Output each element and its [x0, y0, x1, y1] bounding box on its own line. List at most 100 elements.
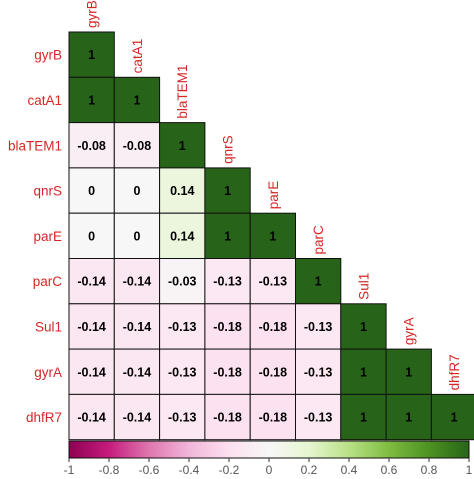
- cell-value-dhfR7-qnrS: -0.18: [213, 411, 242, 425]
- heatmap-cell-parE-qnrS: [204, 212, 251, 259]
- row-label-catA1: catA1: [27, 93, 62, 108]
- cell-value-qnrS-blaTEM1: 0.14: [170, 184, 194, 198]
- cell-value-Sul1-Sul1: 1: [360, 320, 367, 334]
- cell-value-qnrS-catA1: 0: [133, 184, 140, 198]
- heatmap-cell-qnrS-qnrS: [204, 167, 251, 214]
- heatmap-cell-dhfR7-parE: [249, 393, 296, 441]
- colorbar-tick-label-3: -0.4: [179, 463, 200, 474]
- cell-value-Sul1-qnrS: -0.18: [213, 320, 242, 334]
- cell-value-gyrA-parE: -0.18: [259, 365, 288, 379]
- heatmap-cell-blaTEM1-blaTEM1: [159, 122, 206, 169]
- colorbar-gradient: [68, 440, 470, 459]
- cell-value-parE-gyrB: 0: [88, 229, 95, 243]
- row-label-gyrB: gyrB: [34, 48, 62, 63]
- cell-value-Sul1-blaTEM1: -0.13: [168, 320, 197, 334]
- cell-value-qnrS-gyrB: 0: [88, 184, 95, 198]
- heatmap-cell-dhfR7-dhfR7: [430, 393, 474, 441]
- cell-value-gyrA-blaTEM1: -0.13: [168, 365, 197, 379]
- row-label-qnrS: qnrS: [33, 184, 62, 199]
- cell-value-dhfR7-gyrA: 1: [405, 411, 412, 425]
- cell-value-parC-qnrS: -0.13: [213, 275, 242, 289]
- heatmap-cell-parC-catA1: [113, 258, 161, 305]
- cell-value-Sul1-parC: -0.13: [304, 320, 333, 334]
- cell-value-parE-qnrS: 1: [224, 229, 231, 243]
- cell-value-dhfR7-parE: -0.18: [259, 411, 288, 425]
- heatmap-cell-gyrA-blaTEM1: [159, 348, 206, 395]
- heatmap-cell-dhfR7-Sul1: [340, 393, 387, 441]
- cell-value-parC-gyrB: -0.14: [77, 275, 106, 289]
- row-label-blaTEM1: blaTEM1: [8, 138, 62, 153]
- cell-value-blaTEM1-catA1: -0.08: [123, 139, 152, 153]
- cell-value-gyrA-catA1: -0.14: [123, 365, 152, 379]
- heatmap-cell-parC-blaTEM1: [159, 258, 206, 305]
- heatmap-cell-parC-gyrB: [68, 258, 115, 305]
- cell-value-parC-parE: -0.13: [259, 275, 288, 289]
- colorbar-tick-label-9: 0.8: [421, 463, 438, 474]
- cell-value-gyrA-Sul1: 1: [360, 365, 367, 379]
- heatmap-cell-Sul1-Sul1: [340, 303, 387, 350]
- colorbar: -1 -0.8 -0.6 -0.4 -0.2 0 0.2 0.4 0.6 0.8 1: [64, 440, 473, 477]
- cell-value-parC-blaTEM1: -0.03: [168, 275, 197, 289]
- colorbar-tick-label-2: -0.6: [139, 463, 160, 474]
- row-label-gyrA: gyrA: [34, 365, 62, 380]
- heatmap-cell-parC-parC: [295, 258, 342, 305]
- cell-value-Sul1-catA1: -0.14: [123, 320, 152, 334]
- cell-value-dhfR7-Sul1: 1: [360, 411, 367, 425]
- heatmap-cell-gyrA-gyrB: [68, 348, 115, 395]
- cell-value-catA1-gyrB: 1: [88, 93, 95, 107]
- heatmap-cell-Sul1-parC: [295, 303, 342, 350]
- cell-value-dhfR7-catA1: -0.14: [123, 411, 152, 425]
- cell-value-dhfR7-blaTEM1: -0.13: [168, 411, 197, 425]
- column-label-Sul1: Sul1: [356, 273, 371, 300]
- heatmap-cell-dhfR7-blaTEM1: [159, 393, 206, 441]
- row-label-parC: parC: [33, 274, 63, 289]
- colorbar-tick-label-0: -1: [64, 463, 75, 474]
- heatmap-cell-Sul1-gyrB: [68, 303, 115, 350]
- cell-value-gyrA-gyrB: -0.14: [77, 365, 106, 379]
- heatmap-cell-dhfR7-catA1: [113, 393, 161, 441]
- cell-value-gyrA-qnrS: -0.18: [213, 365, 242, 379]
- heatmap-cell-parC-qnrS: [204, 258, 251, 305]
- row-label-Sul1: Sul1: [35, 319, 62, 334]
- cell-value-gyrA-parC: -0.13: [304, 365, 333, 379]
- cell-value-qnrS-qnrS: 1: [224, 184, 231, 198]
- colorbar-tick-label-10: 1: [466, 463, 473, 474]
- column-label-dhfR7: dhfR7: [447, 354, 462, 390]
- cell-value-blaTEM1-blaTEM1: 1: [179, 139, 186, 153]
- heatmap-cell-dhfR7-parC: [295, 393, 342, 441]
- cell-value-parC-parC: 1: [315, 275, 322, 289]
- row-label-parE: parE: [33, 229, 62, 244]
- column-label-catA1: catA1: [130, 39, 145, 74]
- heatmap-cell-parE-catA1: [113, 212, 161, 259]
- cell-value-catA1-catA1: 1: [133, 93, 140, 107]
- cell-value-parE-catA1: 0: [133, 229, 140, 243]
- cell-value-parE-blaTEM1: 0.14: [170, 229, 194, 243]
- cell-value-dhfR7-gyrB: -0.14: [77, 411, 106, 425]
- cell-value-parE-parE: 1: [269, 229, 276, 243]
- cell-value-gyrA-gyrA: 1: [405, 365, 412, 379]
- row-labels: gyrB catA1 blaTEM1 qnrS parE parC Sul1 gyrA dhfR…: [8, 48, 62, 425]
- cell-value-parC-catA1: -0.14: [123, 275, 152, 289]
- heatmap-cell-gyrA-gyrA: [385, 348, 432, 395]
- cell-value-gyrB-gyrB: 1: [88, 48, 95, 62]
- column-label-gyrA: gyrA: [402, 317, 417, 345]
- column-label-qnrS: qnrS: [221, 135, 236, 164]
- column-label-gyrB: gyrB: [85, 0, 100, 28]
- colorbar-tick-label-7: 0.4: [341, 463, 358, 474]
- cell-value-dhfR7-dhfR7: 1: [451, 411, 458, 425]
- heatmap-cell-dhfR7-gyrB: [68, 393, 115, 441]
- column-label-blaTEM1: blaTEM1: [175, 65, 190, 119]
- heatmap-cells: 1 1 1 -0.08 -0.08 1 0 0 0.14 1 0 0 0.14 1 1 -0.14 -0.14 -…: [68, 31, 474, 441]
- cell-value-Sul1-parE: -0.18: [259, 320, 288, 334]
- cell-value-dhfR7-parC: -0.13: [304, 411, 333, 425]
- heatmap-cell-parC-parE: [249, 258, 296, 305]
- colorbar-tick-label-5: 0: [266, 463, 273, 474]
- cell-value-Sul1-gyrB: -0.14: [77, 320, 106, 334]
- heatmap-cell-gyrB-gyrB: [68, 31, 115, 78]
- heatmap-cell-Sul1-catA1: [113, 303, 161, 350]
- column-label-parC: parC: [311, 225, 326, 255]
- row-label-dhfR7: dhfR7: [26, 410, 62, 425]
- cell-value-blaTEM1-gyrB: -0.08: [77, 139, 106, 153]
- colorbar-tick-label-4: -0.2: [219, 463, 240, 474]
